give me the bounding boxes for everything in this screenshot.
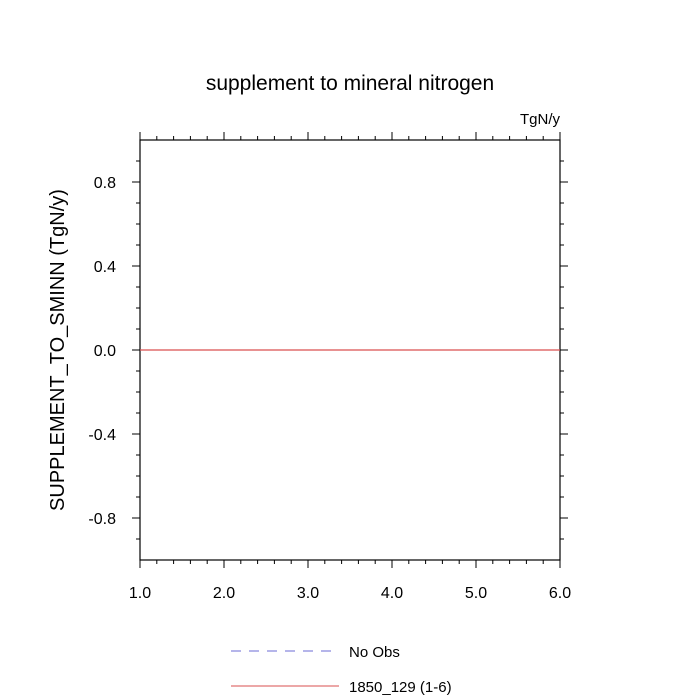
x-tick-label: 6.0: [549, 585, 571, 602]
x-tick-label: 5.0: [465, 585, 487, 602]
legend-label: 1850_129 (1-6): [349, 679, 452, 696]
x-tick-label: 4.0: [381, 585, 403, 602]
units-label: TgN/y: [520, 111, 561, 128]
x-tick-label: 1.0: [129, 585, 151, 602]
y-axis-label: SUPPLEMENT_TO_SMINN (TgN/y): [47, 189, 69, 511]
legend-label: No Obs: [349, 644, 400, 661]
y-tick-label: 0.0: [94, 343, 116, 360]
y-tick-label: -0.8: [88, 511, 116, 528]
x-tick-label: 2.0: [213, 585, 235, 602]
chart-title: supplement to mineral nitrogen: [206, 72, 494, 95]
y-tick-label: -0.4: [88, 427, 116, 444]
y-tick-label: 0.4: [94, 259, 116, 276]
y-tick-label: 0.8: [94, 175, 116, 192]
x-tick-label: 3.0: [297, 585, 319, 602]
legend: No Obs 1850_129 (1-6): [231, 644, 452, 696]
ticks: 1.0 2.0 3.0 4.0 5.0 6.0 -0.8 -0.4 0.0 0.4 0.8: [88, 132, 571, 602]
